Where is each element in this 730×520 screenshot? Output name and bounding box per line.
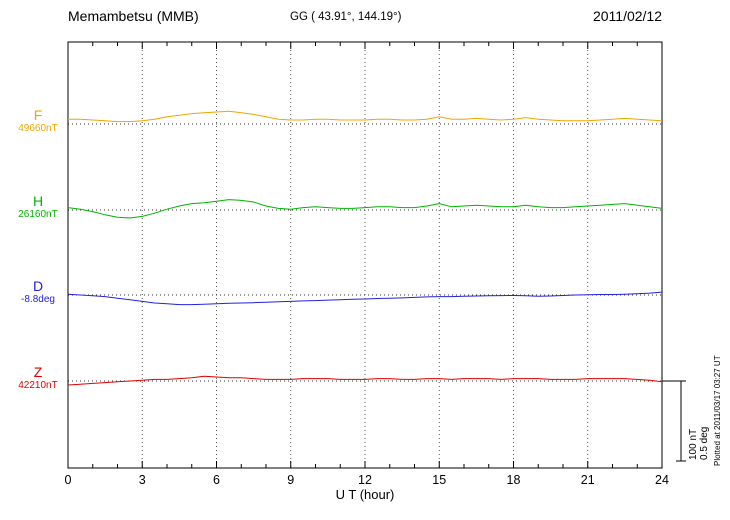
trace-baseline-F: 49660nT <box>18 123 58 134</box>
trace-baseline-Z: 42210nT <box>18 380 58 391</box>
trace-name-H: H <box>32 193 44 209</box>
x-tick-label: 3 <box>139 473 146 487</box>
plot-date: 2011/02/12 <box>592 8 662 24</box>
x-tick-label: 24 <box>655 473 669 487</box>
scale-bar-nt-label: 100 nT <box>688 428 699 460</box>
x-tick-label: 12 <box>358 473 372 487</box>
trace-H <box>67 199 663 219</box>
trace-F <box>68 110 663 123</box>
station-title: Memambetsu (MMB) <box>68 8 199 24</box>
x-tick-label: 21 <box>581 473 595 487</box>
trace-label-group-F: F 49660nT <box>8 108 68 135</box>
plot-border <box>67 41 663 469</box>
x-tick-label: 6 <box>213 473 220 487</box>
x-tick-label: 15 <box>432 473 446 487</box>
trace-label-group-D: D -8.8deg <box>8 279 68 306</box>
trace-name-Z: Z <box>33 364 43 380</box>
trace-name-D: D <box>32 278 44 294</box>
trace-label-group-H: H 26160nT <box>8 194 68 221</box>
trace-baseline-D: -8.8deg <box>21 294 55 305</box>
x-tick-label: 18 <box>507 473 521 487</box>
x-axis-label: U T (hour) <box>335 487 395 502</box>
trace-Z <box>67 375 663 386</box>
trace-D <box>67 291 663 306</box>
trace-name-F: F <box>33 107 43 123</box>
x-tick-label: 0 <box>65 473 72 487</box>
scale-bar-deg-label: 0.5 deg <box>699 426 710 460</box>
plotted-at-note: Plotted at 2011/03/17 03:27 UT <box>713 355 722 466</box>
trace-label-group-Z: Z 42210nT <box>8 365 68 392</box>
x-tick-label: 9 <box>287 473 294 487</box>
trace-baseline-H: 26160nT <box>18 209 58 220</box>
station-coordinates: GG ( 43.91°, 144.19°) <box>290 11 402 23</box>
